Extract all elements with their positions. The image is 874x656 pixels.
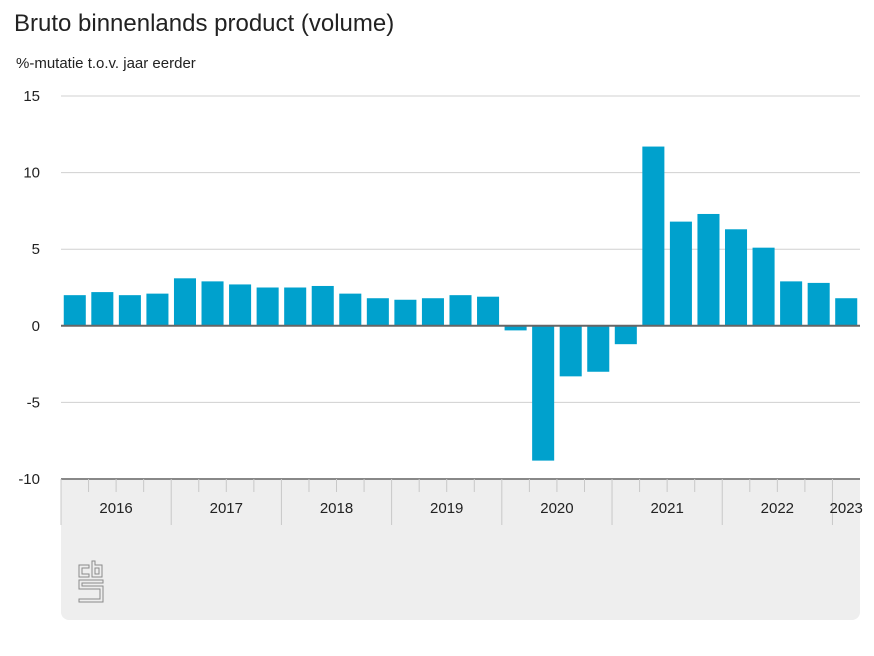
bar-2020-Q3 xyxy=(559,325,582,377)
bar-2019-Q2 xyxy=(421,298,444,326)
bar-2023-Q1 xyxy=(835,298,858,326)
x-year-label: 2023 xyxy=(830,500,863,517)
bar-2019-Q4 xyxy=(477,296,500,326)
y-axis-label: %-mutatie t.o.v. jaar eerder xyxy=(16,55,196,72)
bar-2021-Q4 xyxy=(697,213,720,326)
y-tick-label: -10 xyxy=(18,471,40,488)
bar-2017-Q3 xyxy=(229,284,252,326)
bar-2019-Q3 xyxy=(449,295,472,326)
bar-2017-Q2 xyxy=(201,281,224,326)
chart-title: Bruto binnenlands product (volume) xyxy=(14,10,395,37)
x-year-label: 2016 xyxy=(99,500,132,517)
bar-2018-Q3 xyxy=(339,293,362,326)
bar-2019-Q1 xyxy=(394,299,417,326)
bar-2018-Q2 xyxy=(311,285,334,326)
bar-2016-Q3 xyxy=(118,295,141,326)
bar-2017-Q1 xyxy=(173,278,197,326)
y-tick-label: 10 xyxy=(23,165,40,182)
y-tick-label: -5 xyxy=(27,394,40,411)
cbs-logo xyxy=(78,560,104,603)
x-year-label: 2019 xyxy=(430,500,463,517)
x-year-label: 2020 xyxy=(540,500,573,517)
bar-2022-Q1 xyxy=(724,229,748,326)
y-tick-label: 0 xyxy=(32,318,40,335)
bar-2022-Q3 xyxy=(780,281,803,326)
bar-2022-Q4 xyxy=(807,282,830,326)
bar-2018-Q4 xyxy=(366,298,389,326)
x-year-label: 2022 xyxy=(761,500,794,517)
bar-2021-Q1 xyxy=(614,325,637,345)
bar-2021-Q3 xyxy=(669,221,692,326)
bar-2016-Q4 xyxy=(146,293,169,326)
x-year-label: 2021 xyxy=(650,500,683,517)
y-tick-label: 15 xyxy=(23,88,40,105)
bar-2022-Q2 xyxy=(752,247,775,326)
x-year-label: 2018 xyxy=(320,500,353,517)
bar-2020-Q1 xyxy=(504,325,527,331)
bar-2016-Q2 xyxy=(91,292,114,326)
x-year-label: 2017 xyxy=(210,500,243,517)
bar-2018-Q1 xyxy=(284,287,307,326)
bar-2020-Q2 xyxy=(532,325,555,461)
bar-2020-Q4 xyxy=(587,325,610,372)
y-tick-label: 5 xyxy=(32,241,40,258)
x-axis-panel xyxy=(61,479,860,620)
bar-2021-Q2 xyxy=(642,146,665,326)
bar-2016-Q1 xyxy=(63,295,86,326)
bar-2017-Q4 xyxy=(256,287,279,326)
